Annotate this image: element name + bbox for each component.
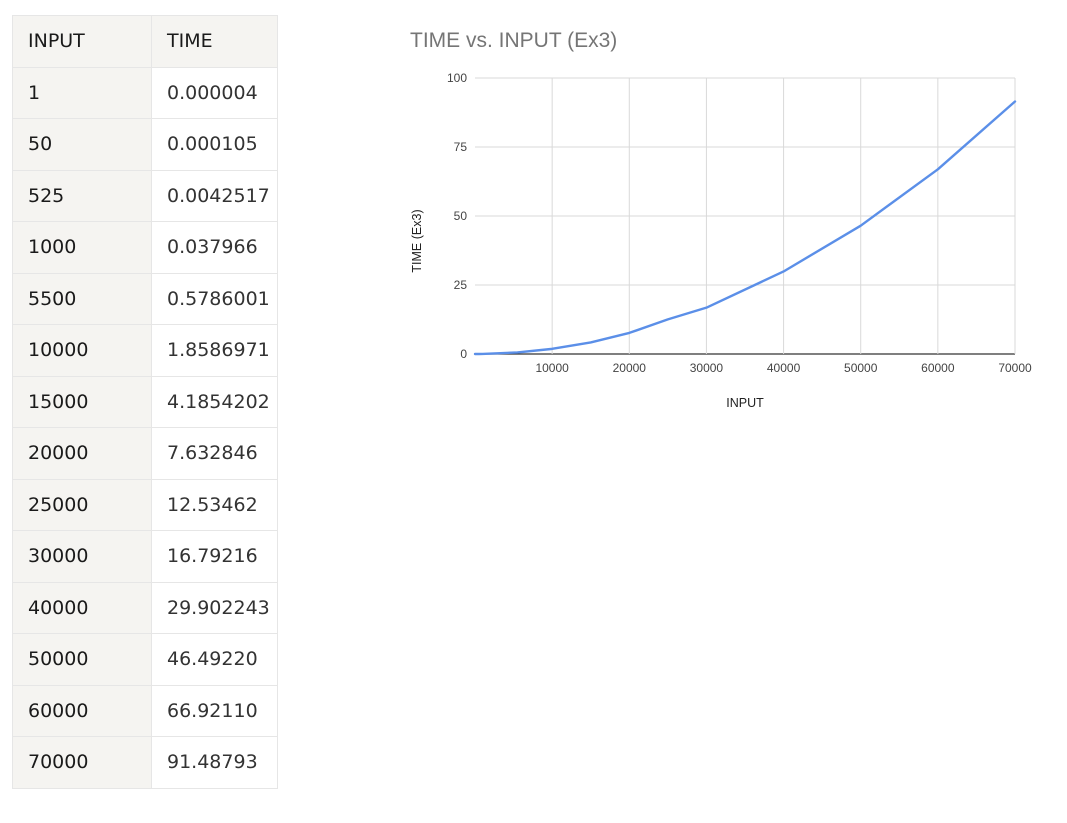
chart-container: TIME vs. INPUT (Ex3) 0 25 50 75 100 10000 2000… <box>395 18 1055 428</box>
table-body: 1 0.000004 50 0.000105 525 0.0042517 1000 0.037… <box>12 66 278 789</box>
x-tick-label: 30000 <box>690 361 724 375</box>
y-axis-title: TIME (Ex3) <box>410 209 424 272</box>
y-tick-label: 75 <box>454 140 468 154</box>
header-time: TIME <box>151 15 278 68</box>
x-tick-label: 70000 <box>998 361 1032 375</box>
table-row: 25000 12.53462 <box>12 478 278 531</box>
cell-time: 12.53462 <box>151 478 278 531</box>
cell-input: 25000 <box>12 478 152 531</box>
table-row: 1 0.000004 <box>12 66 278 119</box>
cell-time: 29.902243 <box>151 581 278 634</box>
cell-input: 50 <box>12 118 152 171</box>
table-row: 70000 91.48793 <box>12 736 278 789</box>
x-tick-label: 40000 <box>767 361 801 375</box>
cell-time: 0.000105 <box>151 118 278 171</box>
cell-time: 16.79216 <box>151 530 278 583</box>
chart-ticks: 0 25 50 75 100 10000 20000 30000 40000 50000 60000… <box>447 71 1032 375</box>
table-row: 30000 16.79216 <box>12 530 278 583</box>
chart-title: TIME vs. INPUT (Ex3) <box>410 29 617 52</box>
line-chart: TIME vs. INPUT (Ex3) 0 25 50 75 100 10000 2000… <box>410 29 1032 410</box>
cell-input: 5500 <box>12 272 152 325</box>
chart-grid <box>475 77 1016 355</box>
cell-input: 15000 <box>12 375 152 428</box>
table-row: 40000 29.902243 <box>12 581 278 634</box>
x-tick-label: 10000 <box>535 361 569 375</box>
header-input: INPUT <box>12 15 152 68</box>
cell-input: 525 <box>12 169 152 222</box>
y-tick-label: 50 <box>454 209 468 223</box>
cell-input: 20000 <box>12 427 152 480</box>
cell-time: 7.632846 <box>151 427 278 480</box>
cell-input: 30000 <box>12 530 152 583</box>
cell-time: 1.8586971 <box>151 324 278 377</box>
y-tick-label: 0 <box>460 347 467 361</box>
table-row: 10000 1.8586971 <box>12 324 278 377</box>
series-line <box>473 100 1017 356</box>
cell-input: 40000 <box>12 581 152 634</box>
cell-input: 10000 <box>12 324 152 377</box>
x-tick-label: 50000 <box>844 361 878 375</box>
cell-time: 4.1854202 <box>151 375 278 428</box>
table-row: 60000 66.92110 <box>12 684 278 737</box>
x-axis-title: INPUT <box>726 396 764 410</box>
cell-input: 1000 <box>12 221 152 274</box>
cell-time: 66.92110 <box>151 684 278 737</box>
table-header-row: INPUT TIME <box>12 15 278 68</box>
cell-time: 91.48793 <box>151 736 278 789</box>
cell-input: 50000 <box>12 633 152 686</box>
table-row: 50 0.000105 <box>12 118 278 171</box>
cell-input: 70000 <box>12 736 152 789</box>
cell-time: 0.000004 <box>151 66 278 119</box>
table-row: 20000 7.632846 <box>12 427 278 480</box>
cell-input: 1 <box>12 66 152 119</box>
cell-time: 0.5786001 <box>151 272 278 325</box>
x-tick-label: 60000 <box>921 361 955 375</box>
cell-time: 46.49220 <box>151 633 278 686</box>
table-row: 1000 0.037966 <box>12 221 278 274</box>
chart-series <box>473 100 1017 356</box>
data-table-container: INPUT TIME 1 0.000004 50 0.000105 525 0.00425… <box>12 15 278 789</box>
table-row: 50000 46.49220 <box>12 633 278 686</box>
cell-time: 0.037966 <box>151 221 278 274</box>
table-row: 525 0.0042517 <box>12 169 278 222</box>
y-tick-label: 25 <box>454 278 468 292</box>
data-table: INPUT TIME 1 0.000004 50 0.000105 525 0.00425… <box>12 15 278 789</box>
table-row: 5500 0.5786001 <box>12 272 278 325</box>
cell-input: 60000 <box>12 684 152 737</box>
table-row: 15000 4.1854202 <box>12 375 278 428</box>
x-tick-label: 20000 <box>613 361 647 375</box>
cell-time: 0.0042517 <box>151 169 278 222</box>
y-tick-label: 100 <box>447 71 467 85</box>
